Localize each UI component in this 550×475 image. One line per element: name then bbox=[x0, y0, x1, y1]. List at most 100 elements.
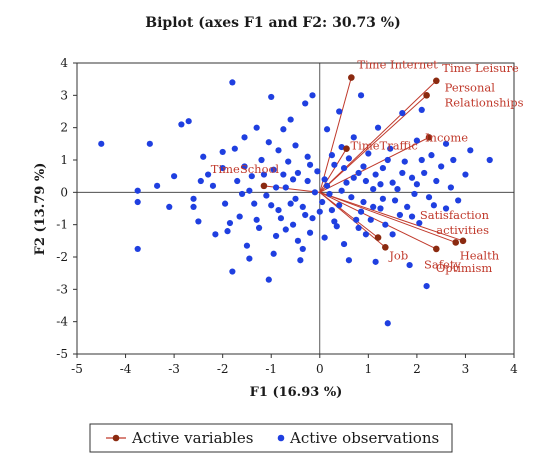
variable-point bbox=[433, 245, 440, 253]
observation-point bbox=[212, 231, 219, 238]
observation-point bbox=[340, 164, 348, 172]
observation-point bbox=[292, 142, 299, 149]
observation-point bbox=[486, 156, 493, 164]
x-tick-label: -3 bbox=[168, 362, 180, 376]
variable-vector bbox=[319, 94, 427, 193]
observation-point bbox=[331, 161, 338, 168]
observation-point bbox=[418, 106, 425, 113]
variable-point bbox=[348, 74, 355, 81]
variable-vector bbox=[319, 77, 352, 193]
observation-point bbox=[372, 171, 379, 178]
observation-point bbox=[197, 177, 204, 185]
x-tick-label: 0 bbox=[316, 362, 324, 376]
observation-point bbox=[379, 195, 386, 202]
observation-point bbox=[253, 216, 260, 223]
observation-point bbox=[134, 198, 141, 206]
observation-point bbox=[399, 110, 406, 117]
observation-point bbox=[455, 197, 462, 204]
observation-point bbox=[246, 255, 253, 262]
observation-point bbox=[229, 268, 236, 275]
observation-point bbox=[425, 194, 433, 201]
y-tick-label: -3 bbox=[56, 282, 68, 296]
observation-point bbox=[413, 181, 420, 188]
x-tick-label: -1 bbox=[265, 362, 277, 376]
observation-point bbox=[319, 198, 326, 206]
variable-vector bbox=[319, 191, 464, 242]
observation-point bbox=[462, 171, 469, 178]
observation-point bbox=[379, 164, 386, 172]
observation-point bbox=[428, 152, 435, 159]
observation-point bbox=[421, 169, 428, 177]
observation-point bbox=[316, 208, 323, 215]
variable-label: Time Internet bbox=[357, 58, 438, 72]
observation-point bbox=[268, 93, 275, 101]
observation-point bbox=[387, 145, 394, 152]
observation-point bbox=[248, 173, 255, 180]
observation-point bbox=[190, 195, 197, 202]
observation-point bbox=[345, 155, 353, 162]
observation-point bbox=[263, 192, 270, 199]
y-axis-title: F2 (13.79 %) bbox=[33, 163, 48, 256]
observation-point bbox=[377, 181, 384, 188]
legend-observations-label: Active observations bbox=[289, 429, 439, 447]
observation-point bbox=[282, 226, 289, 233]
observation-point bbox=[302, 211, 309, 219]
x-tick-label: 2 bbox=[413, 362, 421, 376]
observation-point bbox=[396, 211, 403, 219]
plot-axes bbox=[73, 62, 515, 358]
variable-label: Time Leisure bbox=[442, 61, 519, 75]
observation-point bbox=[234, 177, 241, 185]
observation-point bbox=[219, 148, 226, 156]
observation-point bbox=[382, 221, 389, 228]
observation-point bbox=[328, 152, 336, 159]
observation-point bbox=[423, 283, 430, 290]
variable-points bbox=[260, 74, 467, 253]
plot-frame bbox=[76, 62, 515, 355]
observation-point bbox=[277, 215, 285, 222]
observation-point bbox=[394, 186, 401, 193]
observation-point bbox=[246, 187, 253, 194]
legend-variables-marker bbox=[112, 434, 120, 442]
observation-point bbox=[209, 182, 217, 189]
observation-point bbox=[255, 224, 263, 231]
observation-point bbox=[321, 176, 328, 183]
observation-point bbox=[323, 126, 331, 133]
observation-point bbox=[146, 140, 153, 147]
variable-point bbox=[374, 234, 382, 241]
observation-point bbox=[280, 126, 287, 133]
observation-point bbox=[241, 134, 248, 141]
x-tick-label: 1 bbox=[365, 362, 373, 376]
observation-point bbox=[314, 168, 321, 175]
observation-point bbox=[253, 124, 260, 131]
observation-point bbox=[365, 150, 372, 157]
variable-point bbox=[260, 182, 268, 190]
x-axis-title: F1 (16.93 %) bbox=[250, 385, 343, 400]
observation-point bbox=[98, 140, 105, 147]
observation-point bbox=[219, 164, 226, 172]
legend-variables-label: Active variables bbox=[131, 429, 253, 447]
observation-point bbox=[231, 145, 238, 152]
observation-point bbox=[362, 177, 370, 185]
x-tick-label: -2 bbox=[217, 362, 229, 376]
chart-title: Biplot (axes F1 and F2: 30.73 %) bbox=[145, 15, 400, 31]
observation-point bbox=[333, 223, 340, 230]
observation-point bbox=[289, 176, 297, 183]
legend: Active variables Active observations bbox=[89, 423, 453, 453]
observation-point bbox=[272, 184, 280, 191]
observation-point bbox=[413, 137, 420, 144]
variable-label: Satisfaction activities bbox=[420, 208, 490, 237]
x-tick-label: -4 bbox=[120, 362, 132, 376]
variable-label: Income bbox=[425, 130, 468, 144]
observation-point bbox=[304, 177, 311, 185]
observation-point bbox=[270, 250, 277, 257]
observation-point bbox=[297, 257, 304, 264]
observation-point bbox=[241, 163, 248, 170]
observation-point bbox=[251, 200, 258, 207]
observation-point bbox=[309, 215, 316, 222]
y-tick-label: 3 bbox=[60, 88, 68, 102]
observation-point bbox=[287, 200, 294, 207]
observation-point bbox=[442, 205, 450, 212]
variable-labels: Time Internet Time Leisure Personal Relatio… bbox=[211, 58, 524, 275]
observation-point bbox=[287, 116, 294, 123]
variable-label: Optimism bbox=[436, 261, 493, 275]
